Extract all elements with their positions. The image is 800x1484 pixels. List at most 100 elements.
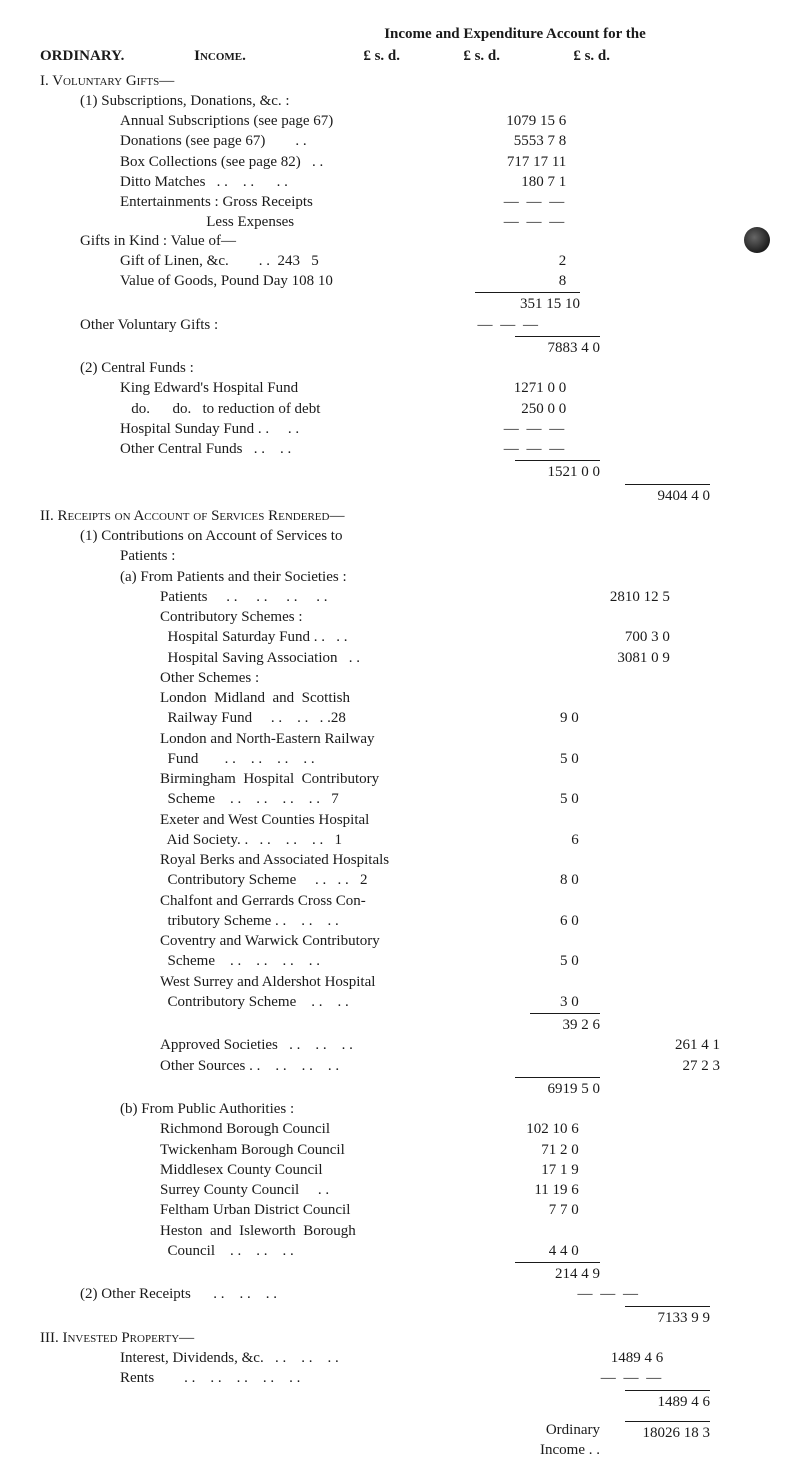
section-2a-subtotal: 39 2 6: [563, 1017, 601, 1033]
document-page: Income and Expenditure Account for the O…: [0, 0, 800, 1484]
ledger-label: Contributory Schemes :: [40, 607, 470, 627]
amount-col-2: [566, 131, 663, 151]
amount-col-1: 5 0: [470, 749, 579, 769]
section-2-sub1: (1) Contributions on Account of Services…: [40, 526, 770, 546]
ledger-row: Hospital Sunday Fund . . . .— — —: [40, 419, 770, 439]
section-2-heading: II. Receipts on Account of Services Rend…: [40, 506, 770, 526]
section-1-grand-total: 9404 4 0: [658, 488, 711, 504]
ledger-label: Royal Berks and Associated Hospitals: [40, 850, 470, 870]
amount-col-2: [579, 1119, 670, 1139]
ledger-label: London Midland and Scottish: [40, 688, 470, 708]
ledger-row: Scheme . . . . . . . . 75 0: [40, 789, 770, 809]
amount-col-2: [579, 1180, 670, 1200]
amount-col-1: [470, 587, 579, 607]
ledger-label: King Edward's Hospital Fund: [40, 378, 450, 398]
amount-col-1: 5 0: [470, 951, 579, 971]
amount-col-3: [670, 951, 770, 971]
amount-col-1: [450, 1368, 566, 1388]
amount-col-3: [663, 1368, 770, 1388]
amount-col-2: [579, 769, 670, 789]
amount-col-3: [670, 1241, 770, 1261]
ledger-row: Coventry and Warwick Contributory: [40, 931, 770, 951]
ledger-row: Ditto Matches . . . . . .180 7 1: [40, 172, 770, 192]
ledger-label: Coventry and Warwick Contributory: [40, 931, 470, 951]
amount-col-3: [670, 668, 770, 688]
section-1-sub1: (1) Subscriptions, Donations, &c. :: [40, 91, 770, 111]
ledger-row: Contributory Scheme . . . .3 0: [40, 992, 770, 1012]
amount-col-3: [670, 789, 770, 809]
amount-col-3: [663, 1348, 770, 1368]
amount-col-3: [670, 708, 770, 728]
amount-col-1: [470, 810, 579, 830]
ledger-row: Hospital Saving Association . .3081 0 9: [40, 648, 770, 668]
ledger-label: Scheme . . . . . . . . 7: [40, 789, 470, 809]
ledger-label: Exeter and West Counties Hospital: [40, 810, 470, 830]
ledger-label: Hospital Sunday Fund . . . .: [40, 419, 450, 439]
central-total: 1521 0 0: [548, 464, 601, 480]
ordinary-income-label: Ordinary Income . .: [500, 1420, 600, 1461]
page-title: Income and Expenditure Account for the: [40, 24, 770, 44]
other-voluntary-amt: — — —: [420, 315, 540, 335]
ledger-label: Annual Subscriptions (see page 67): [40, 111, 450, 131]
amount-col-2: [566, 419, 663, 439]
amount-col-3: [663, 251, 770, 271]
section-3-total: 1489 4 6: [658, 1394, 711, 1410]
ledger-row: Surrey County Council . .11 19 6: [40, 1180, 770, 1200]
income-label: Income.: [160, 46, 280, 66]
other-receipts-label: (2) Other Receipts . . . . . .: [40, 1284, 420, 1304]
ordinary-label: ORDINARY.: [40, 46, 160, 66]
ledger-row: Less Expenses— — —: [40, 212, 770, 232]
section-2-total: 7133 9 9: [658, 1310, 711, 1326]
amount-col-2: [579, 688, 670, 708]
amount-col-1: [470, 627, 579, 647]
amount-col-3: [663, 271, 770, 291]
other-voluntary-label: Other Voluntary Gifts :: [40, 315, 420, 335]
ledger-row: London Midland and Scottish: [40, 688, 770, 708]
amount-col-3: [663, 192, 770, 212]
amount-col-1: 6 0: [470, 911, 579, 931]
amount-col-1: [470, 688, 579, 708]
ledger-row: Other Schemes :: [40, 668, 770, 688]
amount-col-1: 9 0: [470, 708, 579, 728]
amount-col-2: [566, 192, 663, 212]
amount-col-2: — — —: [566, 1368, 663, 1388]
section-2b-total: 214 4 9: [555, 1266, 600, 1282]
amount-col-3: [670, 749, 770, 769]
ledger-row: Scheme . . . . . . . .5 0: [40, 951, 770, 971]
amount-col-1: 1079 15 6: [450, 111, 566, 131]
amount-col-2: [566, 439, 663, 459]
gik-total: 351 15 10: [520, 296, 580, 312]
ledger-row: Patients . . . . . . . .2810 12 5: [40, 587, 770, 607]
amount-col-3: [670, 1140, 770, 1160]
amount-col-1: 3 0: [470, 992, 579, 1012]
amount-col-3: [663, 419, 770, 439]
ledger-row: Contributory Scheme . . . . 28 0: [40, 870, 770, 890]
amount-col-1: 8 0: [470, 870, 579, 890]
ledger-label: Contributory Scheme . . . .: [40, 992, 470, 1012]
amount-col-2: [579, 1241, 670, 1261]
ledger-row: King Edward's Hospital Fund1271 0 0: [40, 378, 770, 398]
amount-col-2: [579, 850, 670, 870]
amount-col-2: [579, 951, 670, 971]
amount-col-2: 700 3 0: [579, 627, 670, 647]
amount-col-1: 7 7 0: [470, 1200, 579, 1220]
ledger-row: Aid Society. . . . . . . . 16: [40, 830, 770, 850]
ledger-label: Feltham Urban District Council: [40, 1200, 470, 1220]
amount-col-1: 11 19 6: [470, 1180, 579, 1200]
amount-col-3: [670, 870, 770, 890]
amount-col-1: — — —: [450, 192, 566, 212]
amount-col-3: [663, 131, 770, 151]
amount-col-1: [470, 891, 579, 911]
amount-col-2: [579, 749, 670, 769]
amount-col-2: [579, 830, 670, 850]
amount-col-2: [566, 399, 663, 419]
amount-col-2: [579, 1160, 670, 1180]
amount-col-2: [566, 271, 663, 291]
ledger-label: Railway Fund . . . . . .28: [40, 708, 470, 728]
ledger-row: Other Central Funds . . . .— — —: [40, 439, 770, 459]
section-2a-heading: (a) From Patients and their Societies :: [40, 567, 770, 587]
amount-col-2: [579, 891, 670, 911]
amount-col-3: [670, 830, 770, 850]
other-voluntary-total: 7883 4 0: [548, 340, 601, 356]
amount-col-2: [579, 870, 670, 890]
